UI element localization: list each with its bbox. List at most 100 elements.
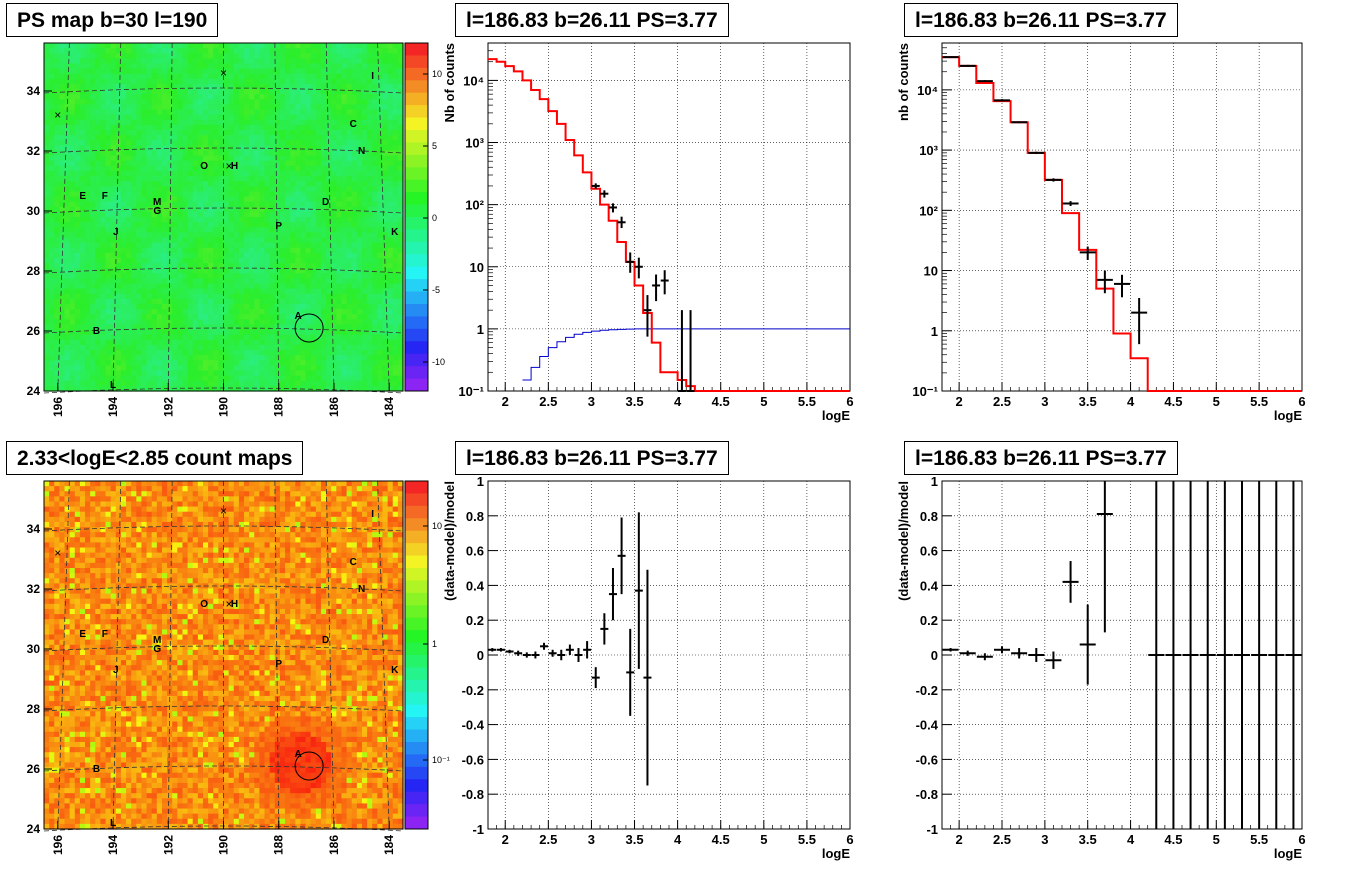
y-tick-label: 26 — [27, 324, 41, 338]
grid-meridian — [112, 480, 122, 830]
y-tick-label: 32 — [27, 144, 41, 158]
source-label-e: E — [79, 629, 86, 640]
source-label-i: I — [371, 71, 374, 82]
plot-frame — [941, 42, 1303, 392]
ps-circle — [294, 751, 324, 781]
x-tick-label: 2 — [956, 394, 963, 409]
y-tick-label: -0.4 — [462, 718, 485, 733]
x-tick-label: 194 — [106, 835, 120, 855]
source-label-k: K — [391, 227, 399, 238]
x-tick-label: 3.5 — [625, 832, 643, 847]
x-tick-label: 196 — [51, 397, 65, 417]
x-tick-label: 2.5 — [993, 832, 1011, 847]
y-tick-label: -1 — [926, 822, 938, 837]
colorbar-tick-label: 10⁻¹ — [432, 755, 450, 765]
source-label-n: N — [358, 146, 365, 157]
map-ps: ICNOHEFMGDJPKABL×××196194192190188186184… — [27, 42, 445, 417]
y-tick-label: 0.2 — [920, 613, 938, 628]
spectrum-plot-1: 2 2.5 3 3.5 4 4.5 5 5.5 6 10⁻¹ 1 10 10² 10³ 10⁴ logE Nb … — [442, 42, 854, 423]
map2-title: 2.33<logE<2.85 count maps — [6, 441, 304, 475]
y-tick-label: 10⁻¹ — [912, 384, 938, 399]
y-tick-label: 0.4 — [466, 578, 485, 593]
source-label-o: O — [200, 161, 208, 172]
source-cross-mark: × — [54, 546, 61, 560]
source-cross-mark: × — [220, 504, 227, 518]
x-tick-label: 6 — [846, 832, 853, 847]
source-cross-mark: × — [54, 108, 61, 122]
x-tick-label: 186 — [327, 397, 341, 417]
model-bkg-line — [522, 328, 850, 381]
x-tick-label: 5.5 — [798, 832, 816, 847]
residual-plot-1: 2 2.5 3 3.5 4 4.5 5 5.5 6 -1 -0.8 -0.6 -0.4 -0.2 0 0.2 0… — [442, 474, 854, 861]
y-tick-label: 1 — [931, 474, 938, 489]
y-tick-label: 30 — [27, 642, 41, 656]
y-tick-label: 1 — [477, 322, 484, 337]
y-axis-title: nb of counts — [896, 43, 911, 121]
y-tick-label: 34 — [27, 84, 41, 98]
x-tick-label: 192 — [161, 397, 175, 417]
y-tick-label: 28 — [27, 702, 41, 716]
grid-meridian — [325, 480, 335, 830]
source-cross-mark: × — [220, 66, 227, 80]
y-tick-label: 0 — [477, 648, 484, 663]
x-tick-label: 190 — [217, 397, 231, 417]
source-label-p: P — [275, 221, 282, 232]
colorbar-tick-label: 10 — [432, 69, 442, 79]
source-label-h: H — [231, 161, 238, 172]
residual-plot-2: 2 2.5 3 3.5 4 4.5 5 5.5 6 -1 -0.8 -0.6 -0.4 -0.2 0 0.2 0… — [896, 474, 1306, 861]
plot-frame — [487, 42, 851, 392]
y-tick-label: 10² — [465, 198, 484, 213]
source-cross-mark: × — [226, 159, 233, 173]
y-tick-label: 24 — [27, 822, 41, 836]
grid-meridian — [167, 42, 173, 392]
x-tick-label: 4 — [674, 832, 682, 847]
y-tick-label: 0.6 — [466, 544, 484, 559]
source-label-j: J — [113, 227, 119, 238]
x-tick-label: 5.5 — [1250, 832, 1268, 847]
y-tick-label: -0.2 — [916, 683, 938, 698]
y-tick-label: 10⁻¹ — [458, 384, 484, 399]
x-tick-label: 2 — [502, 832, 509, 847]
x-tick-label: 3.5 — [1079, 832, 1097, 847]
map1-title: PS map b=30 l=190 — [6, 3, 219, 37]
y-tick-label: 30 — [27, 204, 41, 218]
y-tick-label: 1 — [477, 474, 484, 489]
spec1-title: l=186.83 b=26.11 PS=3.77 — [455, 3, 729, 37]
x-tick-label: 3.5 — [625, 394, 643, 409]
x-tick-label: 5 — [1213, 394, 1220, 409]
y-tick-label: 0.4 — [920, 578, 939, 593]
y-tick-label: 10⁴ — [917, 83, 938, 98]
source-label-i: I — [371, 509, 374, 520]
y-tick-label: 10⁴ — [463, 73, 484, 88]
source-cross-mark: × — [226, 597, 233, 611]
x-tick-label: 184 — [382, 835, 396, 855]
y-tick-label: 10³ — [465, 136, 484, 151]
source-label-k: K — [391, 665, 399, 676]
residual-points-group — [942, 481, 1302, 829]
y-tick-label: 32 — [27, 582, 41, 596]
source-label-a: A — [294, 311, 301, 322]
y-tick-label: -1 — [472, 822, 484, 837]
x-tick-label: 4.5 — [712, 394, 730, 409]
x-axis-title: logE — [822, 408, 850, 423]
x-tick-label: 184 — [382, 397, 396, 417]
source-label-e: E — [79, 191, 86, 202]
x-tick-label: 3 — [588, 394, 595, 409]
spec2-title: l=186.83 b=26.11 PS=3.77 — [904, 3, 1178, 37]
y-tick-label: -0.2 — [462, 683, 484, 698]
res2-title: l=186.83 b=26.11 PS=3.77 — [904, 441, 1178, 475]
source-label-g: G — [153, 206, 161, 217]
x-axis-title: logE — [1274, 846, 1302, 861]
res1-title: l=186.83 b=26.11 PS=3.77 — [455, 441, 729, 475]
grid-meridian — [167, 480, 173, 830]
source-label-o: O — [200, 599, 208, 610]
y-tick-label: 10³ — [919, 143, 938, 158]
x-axis-title: logE — [1274, 408, 1302, 423]
x-tick-label: 188 — [272, 835, 286, 855]
source-label-c: C — [350, 119, 357, 130]
grid-meridian — [112, 42, 122, 392]
x-tick-label: 6 — [1298, 832, 1305, 847]
y-tick-label: 26 — [27, 762, 41, 776]
x-tick-label: 2.5 — [993, 394, 1011, 409]
y-tick-label: -0.4 — [916, 718, 939, 733]
